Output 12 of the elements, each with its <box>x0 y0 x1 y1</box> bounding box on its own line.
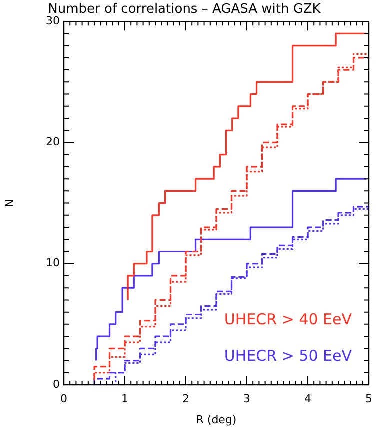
x-tick-label: 5 <box>366 392 372 406</box>
text: UHECR > 50 EeV <box>224 346 353 365</box>
y-axis-title: N <box>3 199 16 208</box>
y-tick-label: 0 <box>53 378 60 391</box>
y-tick-label: 20 <box>46 136 60 149</box>
y-tick-label: 10 <box>46 256 60 270</box>
x-tick-label: 4 <box>304 392 312 406</box>
x-tick-label: 1 <box>122 392 128 406</box>
x-axis-title: R (deg) <box>196 413 237 426</box>
text: UHECR > 40 EeV <box>224 310 353 329</box>
x-tick-label: 3 <box>244 392 250 406</box>
x-tick-label: 2 <box>182 392 190 406</box>
